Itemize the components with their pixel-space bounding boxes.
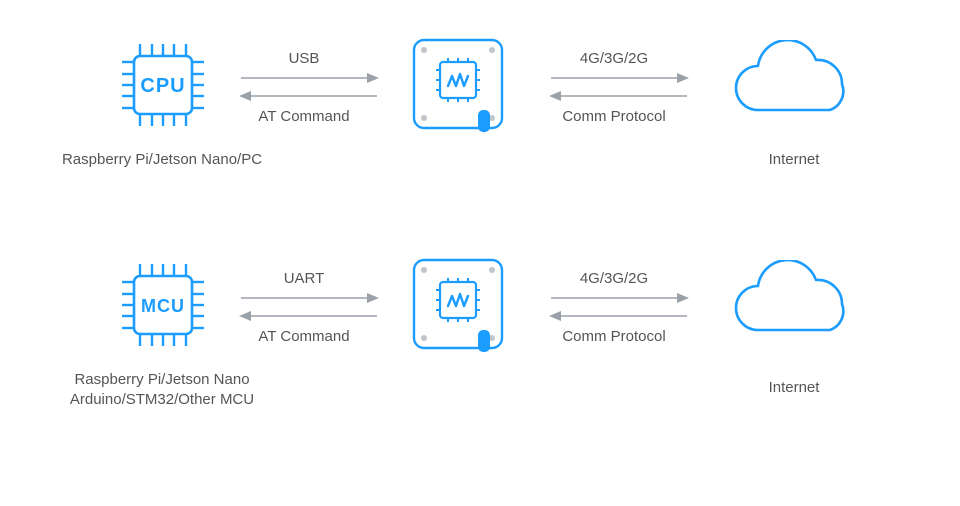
arrow-bottom-label: AT Command bbox=[234, 108, 374, 125]
arrow-right-icon bbox=[549, 290, 689, 306]
chip-label: CPU bbox=[140, 75, 185, 97]
caption-left: Raspberry Pi/Jetson Nano/PC bbox=[52, 150, 272, 170]
arrow-right-icon bbox=[549, 70, 689, 86]
arrow-pair-4g: 4G/3G/2G Comm Protocol bbox=[544, 68, 694, 106]
arrow-right-icon bbox=[239, 290, 379, 306]
arrow-left-icon bbox=[549, 308, 689, 324]
arrow-bottom-label: Comm Protocol bbox=[544, 108, 684, 125]
caption-right: Internet bbox=[734, 378, 854, 398]
cpu-chip-icon: CPU bbox=[118, 40, 208, 135]
modem-board-icon bbox=[404, 30, 512, 143]
cloud-icon bbox=[720, 40, 870, 135]
mcu-chip-icon: MCU bbox=[118, 260, 208, 355]
arrow-right-icon bbox=[239, 70, 379, 86]
caption-text-line1: Raspberry Pi/Jetson Nano bbox=[74, 371, 249, 388]
cloud-icon bbox=[720, 260, 870, 355]
arrow-left-icon bbox=[239, 88, 379, 104]
caption-text-line2: Arduino/STM32/Other MCU bbox=[70, 391, 254, 408]
arrow-top-label: USB bbox=[234, 50, 374, 67]
arrow-pair-4g: 4G/3G/2G Comm Protocol bbox=[544, 288, 694, 326]
chip-label: MCU bbox=[141, 296, 185, 316]
arrow-top-label: 4G/3G/2G bbox=[544, 50, 684, 67]
caption-left: Raspberry Pi/Jetson Nano Arduino/STM32/O… bbox=[52, 370, 272, 411]
caption-text: Internet bbox=[769, 379, 820, 396]
arrow-top-label: UART bbox=[234, 270, 374, 287]
caption-right: Internet bbox=[734, 150, 854, 170]
caption-text: Raspberry Pi/Jetson Nano/PC bbox=[62, 151, 262, 168]
arrow-bottom-label: AT Command bbox=[234, 328, 374, 345]
arrow-left-icon bbox=[239, 308, 379, 324]
diagram-stage: CPU USB AT Command bbox=[0, 0, 960, 506]
arrow-pair-usb: USB AT Command bbox=[234, 68, 384, 106]
arrow-bottom-label: Comm Protocol bbox=[544, 328, 684, 345]
arrow-pair-uart: UART AT Command bbox=[234, 288, 384, 326]
arrow-left-icon bbox=[549, 88, 689, 104]
modem-board-icon bbox=[404, 250, 512, 363]
arrow-top-label: 4G/3G/2G bbox=[544, 270, 684, 287]
caption-text: Internet bbox=[769, 151, 820, 168]
